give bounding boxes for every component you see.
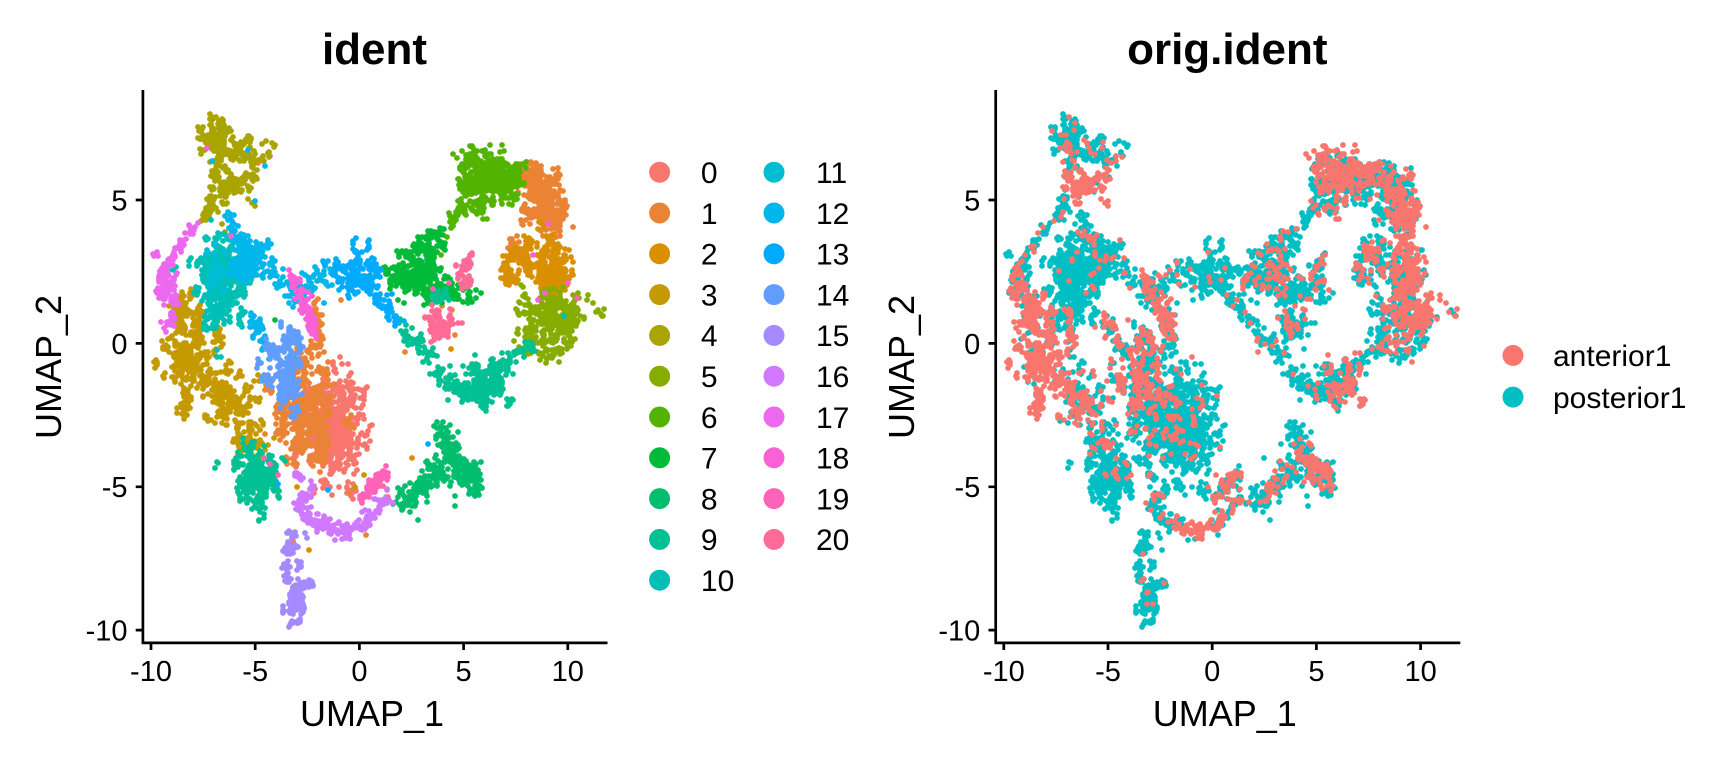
svg-text:17: 17 <box>816 402 849 435</box>
svg-text:UMAP_2: UMAP_2 <box>28 295 69 439</box>
svg-text:orig.ident: orig.ident <box>1127 25 1328 74</box>
svg-text:5: 5 <box>964 185 980 217</box>
svg-text:0: 0 <box>964 329 980 361</box>
svg-text:10: 10 <box>701 565 734 598</box>
svg-text:13: 13 <box>816 239 849 272</box>
svg-text:5: 5 <box>456 656 472 688</box>
svg-text:UMAP_1: UMAP_1 <box>1153 693 1297 734</box>
svg-text:5: 5 <box>111 185 127 217</box>
svg-text:UMAP_1: UMAP_1 <box>300 693 444 734</box>
svg-text:-10: -10 <box>983 656 1025 688</box>
svg-text:-5: -5 <box>242 656 268 688</box>
svg-text:-10: -10 <box>130 656 172 688</box>
svg-text:1: 1 <box>701 198 718 231</box>
svg-text:6: 6 <box>701 402 718 435</box>
svg-text:19: 19 <box>816 483 849 516</box>
svg-text:12: 12 <box>816 198 849 231</box>
svg-text:10: 10 <box>552 656 584 688</box>
svg-text:5: 5 <box>1308 656 1324 688</box>
svg-text:16: 16 <box>816 361 849 394</box>
svg-text:0: 0 <box>1204 656 1220 688</box>
svg-text:8: 8 <box>701 483 718 516</box>
svg-text:11: 11 <box>816 157 847 190</box>
svg-text:15: 15 <box>816 320 849 353</box>
svg-text:18: 18 <box>816 443 849 476</box>
svg-text:-10: -10 <box>86 616 128 648</box>
svg-text:0: 0 <box>111 329 127 361</box>
svg-text:posterior1: posterior1 <box>1553 382 1686 415</box>
svg-text:10: 10 <box>1404 656 1436 688</box>
svg-text:20: 20 <box>816 524 849 557</box>
svg-text:-5: -5 <box>1095 656 1121 688</box>
svg-text:UMAP_2: UMAP_2 <box>881 295 922 439</box>
svg-text:4: 4 <box>701 320 718 353</box>
svg-text:anterior1: anterior1 <box>1553 340 1671 373</box>
svg-text:0: 0 <box>701 157 718 190</box>
svg-text:3: 3 <box>701 279 718 312</box>
svg-text:7: 7 <box>701 443 718 476</box>
svg-text:0: 0 <box>351 656 367 688</box>
svg-text:14: 14 <box>816 279 849 312</box>
svg-text:-5: -5 <box>955 472 981 504</box>
svg-text:5: 5 <box>701 361 718 394</box>
svg-text:-10: -10 <box>938 616 980 648</box>
svg-text:ident: ident <box>322 25 427 74</box>
svg-text:9: 9 <box>701 524 718 557</box>
svg-text:-5: -5 <box>102 472 128 504</box>
svg-text:2: 2 <box>701 239 718 272</box>
